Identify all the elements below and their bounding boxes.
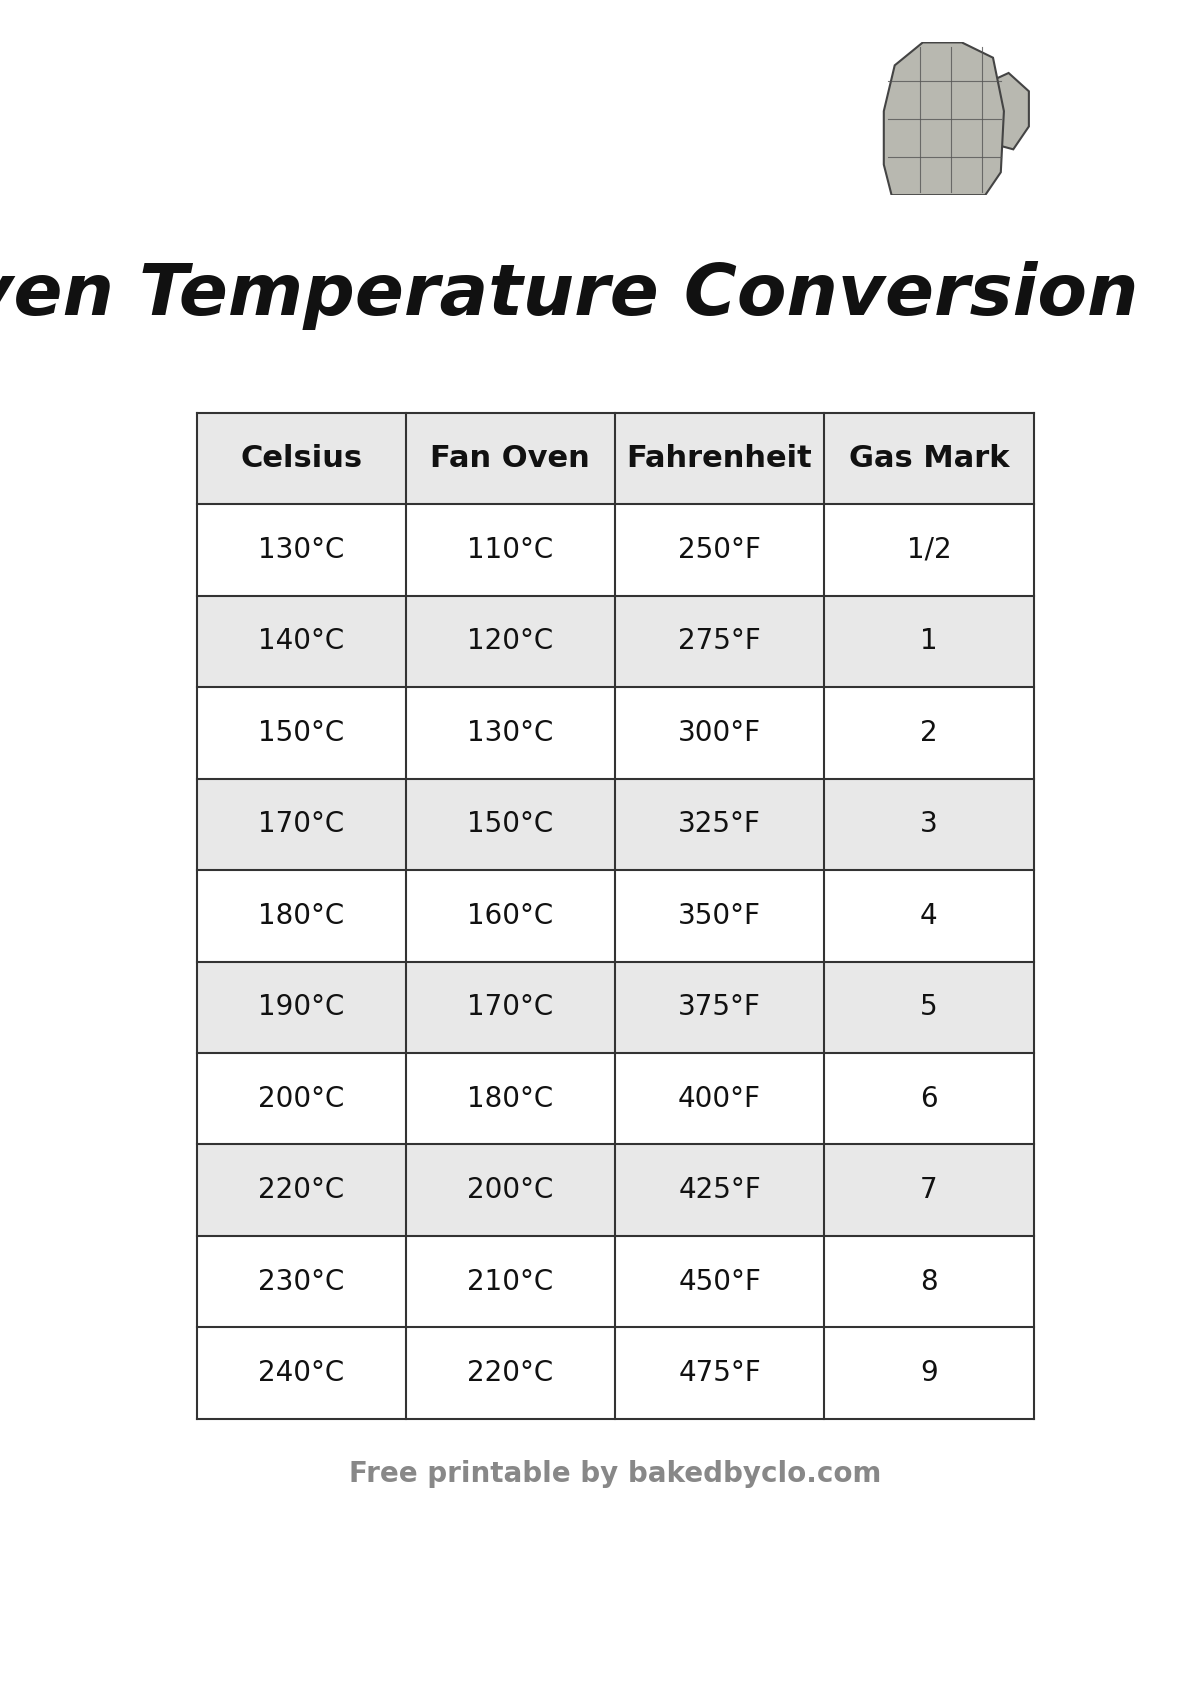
- Bar: [197, 412, 1033, 504]
- Text: 150°C: 150°C: [258, 720, 344, 747]
- Text: 9: 9: [920, 1359, 937, 1386]
- Text: 170°C: 170°C: [258, 811, 344, 838]
- Text: 150°C: 150°C: [467, 811, 553, 838]
- Bar: [197, 596, 1033, 687]
- Text: 400°F: 400°F: [678, 1084, 761, 1113]
- Text: Oven Temperature Conversion: Oven Temperature Conversion: [0, 261, 1139, 329]
- Text: 130°C: 130°C: [467, 720, 553, 747]
- Text: 190°C: 190°C: [258, 993, 344, 1022]
- Text: 5: 5: [920, 993, 937, 1022]
- Text: Fahrenheit: Fahrenheit: [626, 445, 812, 473]
- Text: Fan Oven: Fan Oven: [431, 445, 590, 473]
- Text: 250°F: 250°F: [678, 536, 761, 563]
- Text: 275°F: 275°F: [678, 628, 761, 655]
- Text: 230°C: 230°C: [258, 1268, 344, 1295]
- Text: 325°F: 325°F: [678, 811, 761, 838]
- Text: Free printable by bakedbyclo.com: Free printable by bakedbyclo.com: [349, 1459, 881, 1488]
- Text: Gas Mark: Gas Mark: [848, 445, 1009, 473]
- Text: Celsius: Celsius: [240, 445, 362, 473]
- Bar: [197, 962, 1033, 1052]
- Text: 130°C: 130°C: [258, 536, 344, 563]
- Text: 2: 2: [920, 720, 937, 747]
- Text: 4: 4: [920, 901, 937, 930]
- Text: 1: 1: [920, 628, 937, 655]
- Polygon shape: [974, 73, 1028, 149]
- Text: 8: 8: [920, 1268, 937, 1295]
- Text: 1/2: 1/2: [906, 536, 952, 563]
- Text: 6: 6: [920, 1084, 937, 1113]
- Text: 300°F: 300°F: [678, 720, 761, 747]
- Text: 180°C: 180°C: [258, 901, 344, 930]
- Text: 220°C: 220°C: [467, 1359, 553, 1386]
- Text: 3: 3: [920, 811, 937, 838]
- Text: 200°C: 200°C: [467, 1176, 553, 1205]
- Text: 210°C: 210°C: [467, 1268, 553, 1295]
- Text: 475°F: 475°F: [678, 1359, 761, 1386]
- Text: 350°F: 350°F: [678, 901, 761, 930]
- Polygon shape: [883, 42, 1004, 195]
- Text: 450°F: 450°F: [678, 1268, 761, 1295]
- Text: 170°C: 170°C: [467, 993, 553, 1022]
- Text: 7: 7: [920, 1176, 937, 1205]
- Text: 240°C: 240°C: [258, 1359, 344, 1386]
- Bar: [197, 779, 1033, 871]
- Text: 120°C: 120°C: [467, 628, 553, 655]
- Text: 180°C: 180°C: [467, 1084, 553, 1113]
- Text: 220°C: 220°C: [258, 1176, 344, 1205]
- Text: 375°F: 375°F: [678, 993, 761, 1022]
- Text: 425°F: 425°F: [678, 1176, 761, 1205]
- Text: 110°C: 110°C: [467, 536, 553, 563]
- Bar: [197, 1144, 1033, 1235]
- Text: 160°C: 160°C: [467, 901, 553, 930]
- Text: 200°C: 200°C: [258, 1084, 344, 1113]
- Text: 140°C: 140°C: [258, 628, 344, 655]
